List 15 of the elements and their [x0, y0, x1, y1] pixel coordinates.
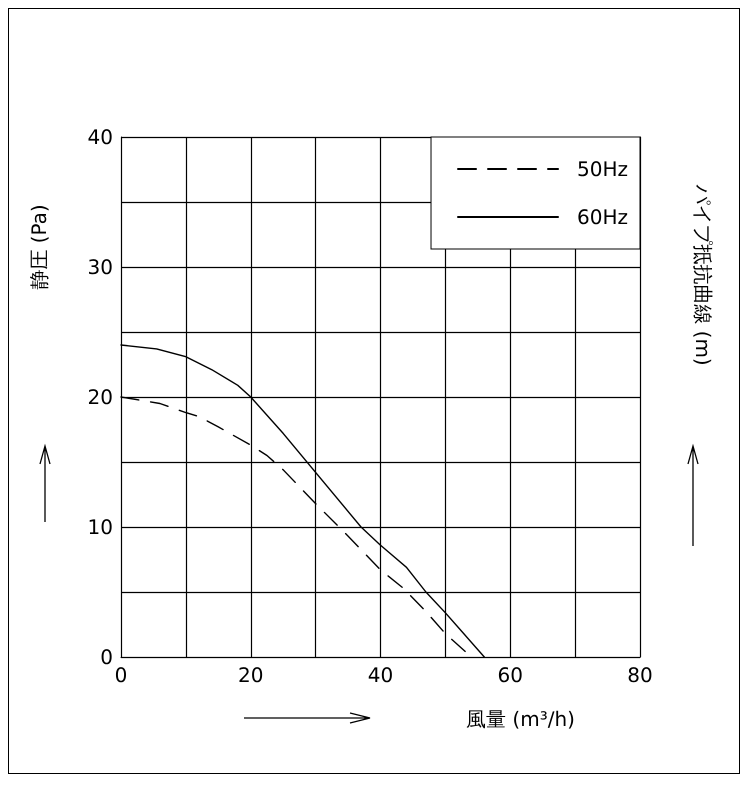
y-tick-label: 40 — [88, 125, 113, 149]
y-tick-label: 10 — [88, 515, 113, 539]
x-tick-label: 40 — [368, 663, 394, 687]
y-tick-label: 30 — [88, 255, 113, 279]
x-tick-label: 80 — [627, 663, 653, 687]
y2-axis-title: パイプ抵抗曲線 (m) — [691, 183, 715, 366]
legend-label: 50Hz — [577, 157, 628, 181]
x-tick-label: 60 — [498, 663, 523, 687]
y-tick-label: 0 — [100, 645, 113, 669]
x-tick-label: 20 — [238, 663, 264, 687]
x-axis-title: 風量 (m³/h) — [466, 707, 575, 731]
legend-label: 60Hz — [577, 205, 628, 229]
y-tick-label: 20 — [88, 385, 113, 409]
x-tick-label: 0 — [114, 663, 128, 687]
y-axis-title: 静圧 (Pa) — [27, 204, 51, 290]
